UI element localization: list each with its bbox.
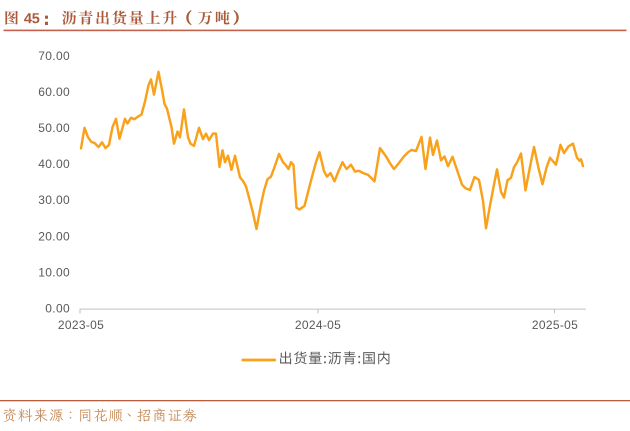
- svg-text:60.00: 60.00: [38, 85, 70, 99]
- svg-text:50.00: 50.00: [38, 121, 70, 135]
- svg-text:70.00: 70.00: [38, 49, 70, 63]
- svg-text:10.00: 10.00: [38, 265, 70, 279]
- svg-text:2025-05: 2025-05: [532, 318, 578, 332]
- svg-text:2023-05: 2023-05: [58, 318, 104, 332]
- svg-text:2024-05: 2024-05: [295, 318, 341, 332]
- svg-text:20.00: 20.00: [38, 229, 70, 243]
- svg-text:40.00: 40.00: [38, 157, 70, 171]
- svg-text:0.00: 0.00: [45, 301, 70, 315]
- svg-text:30.00: 30.00: [38, 193, 70, 207]
